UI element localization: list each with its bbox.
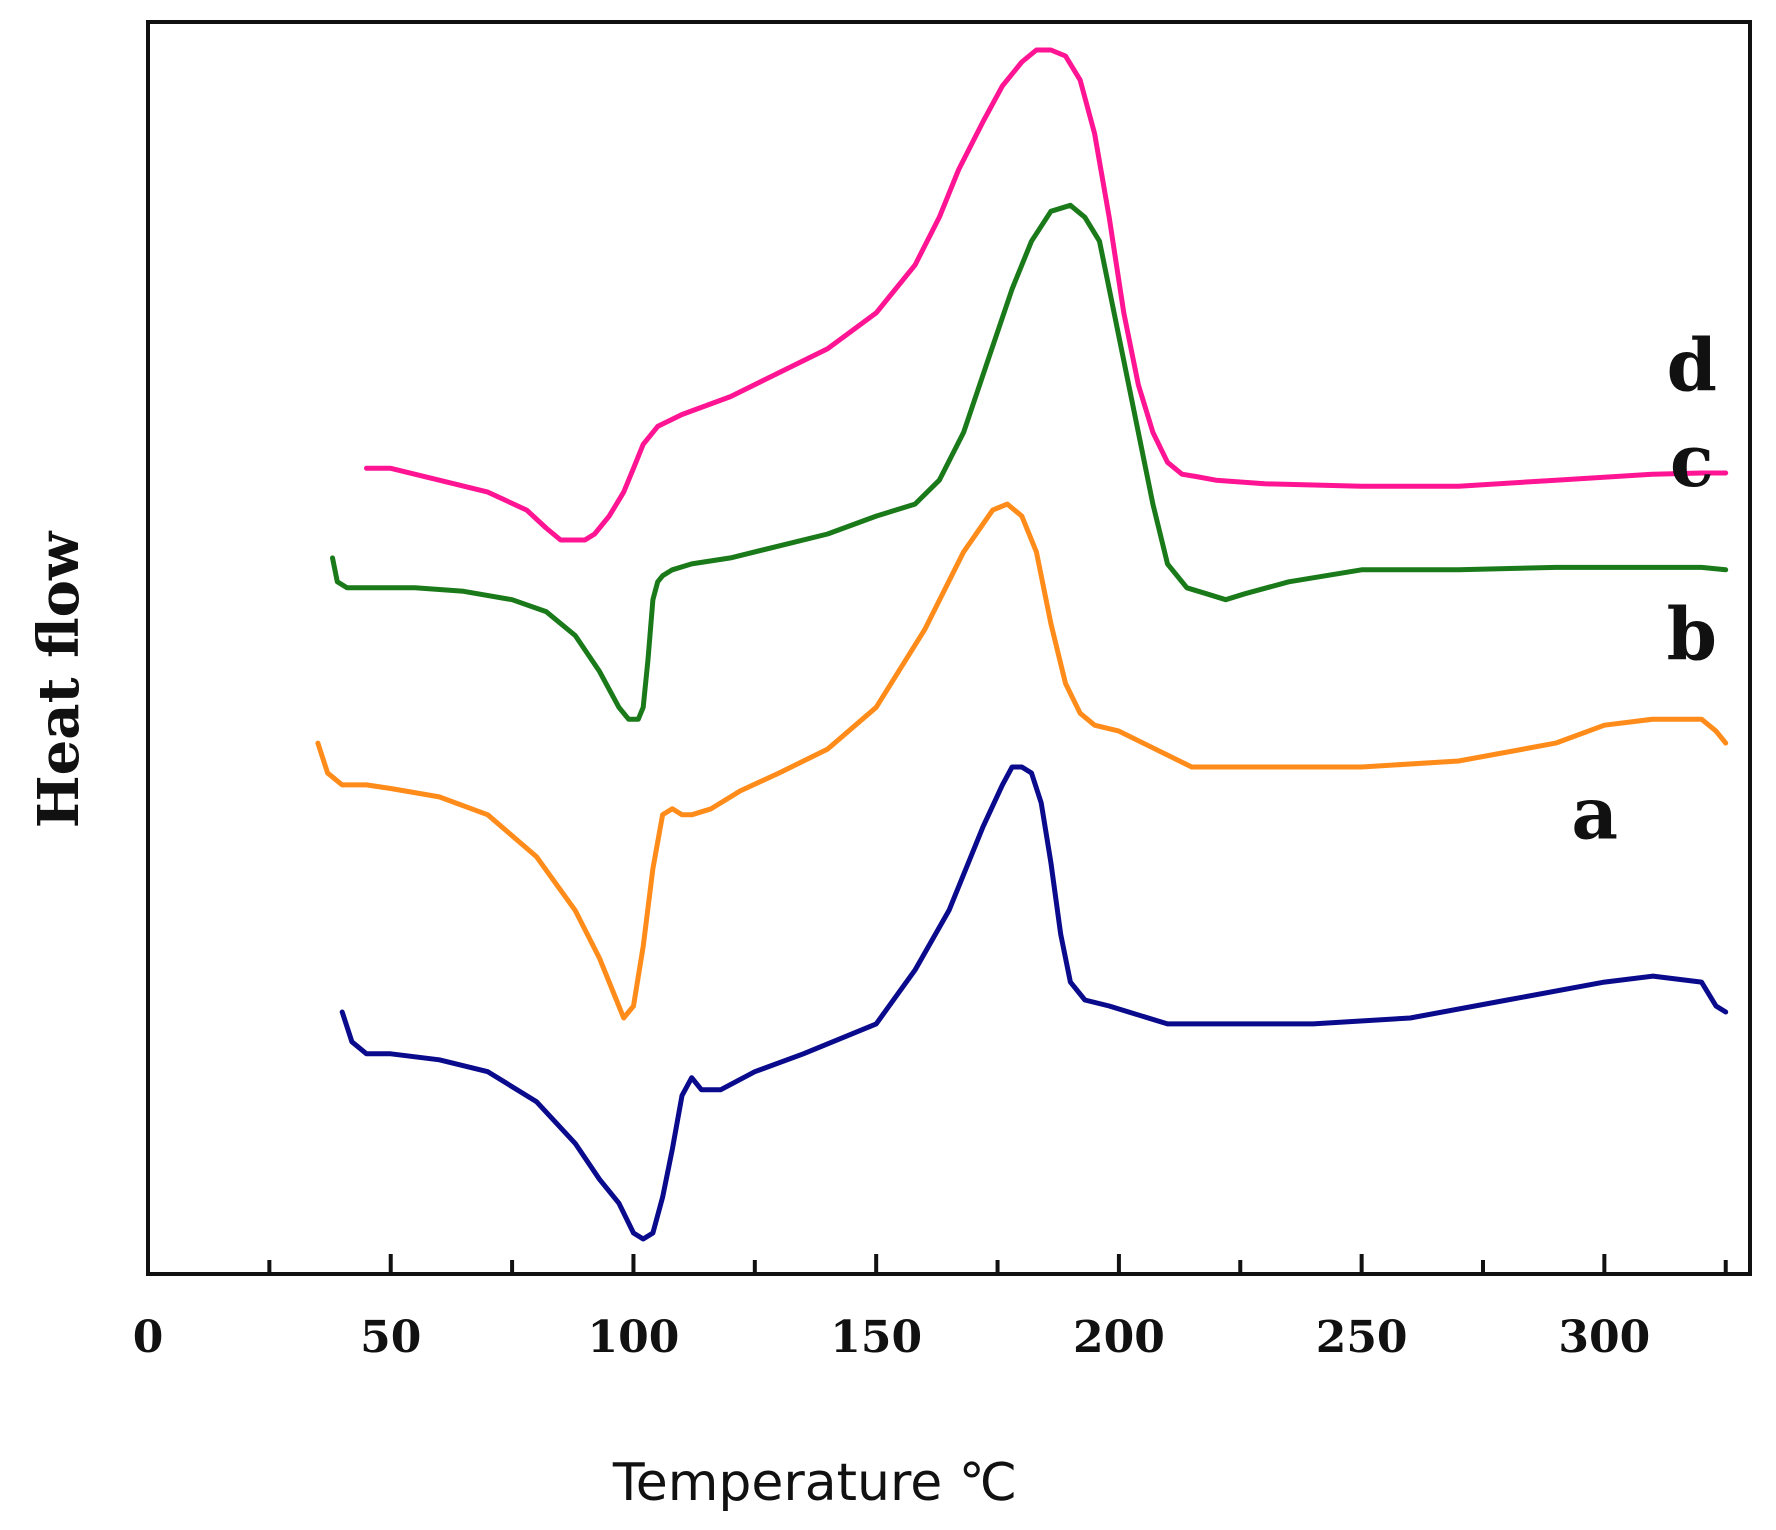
series-line-d (364, 47, 1729, 543)
series-line-a (339, 764, 1729, 1242)
series-curves (315, 47, 1729, 1242)
series-line-c (330, 202, 1729, 722)
x-tick-label: 100 (588, 1312, 680, 1363)
x-axis-label: Temperature ℃ (612, 1453, 1017, 1513)
series-label-d: d (1667, 323, 1717, 408)
series-label-a: a (1571, 771, 1618, 856)
series-label-b: b (1667, 591, 1717, 676)
x-tick-label: 0 (133, 1312, 164, 1363)
series-labels: a b cd (1571, 323, 1717, 856)
x-tick-label: 200 (1073, 1312, 1165, 1363)
series-label-c: c (1670, 418, 1714, 503)
x-axis-tick-labels: 0 50 100 150 200 250 300 (133, 1312, 1651, 1363)
x-axis-ticks (146, 1254, 1728, 1274)
x-tick-label: 150 (830, 1312, 922, 1363)
x-tick-label: 50 (360, 1312, 421, 1363)
plot-frame (146, 20, 1752, 1276)
y-axis-label: Heat flow (26, 530, 92, 828)
x-tick-label: 300 (1558, 1312, 1650, 1363)
x-tick-label: 250 (1316, 1312, 1408, 1363)
series-line-b (315, 501, 1729, 1021)
